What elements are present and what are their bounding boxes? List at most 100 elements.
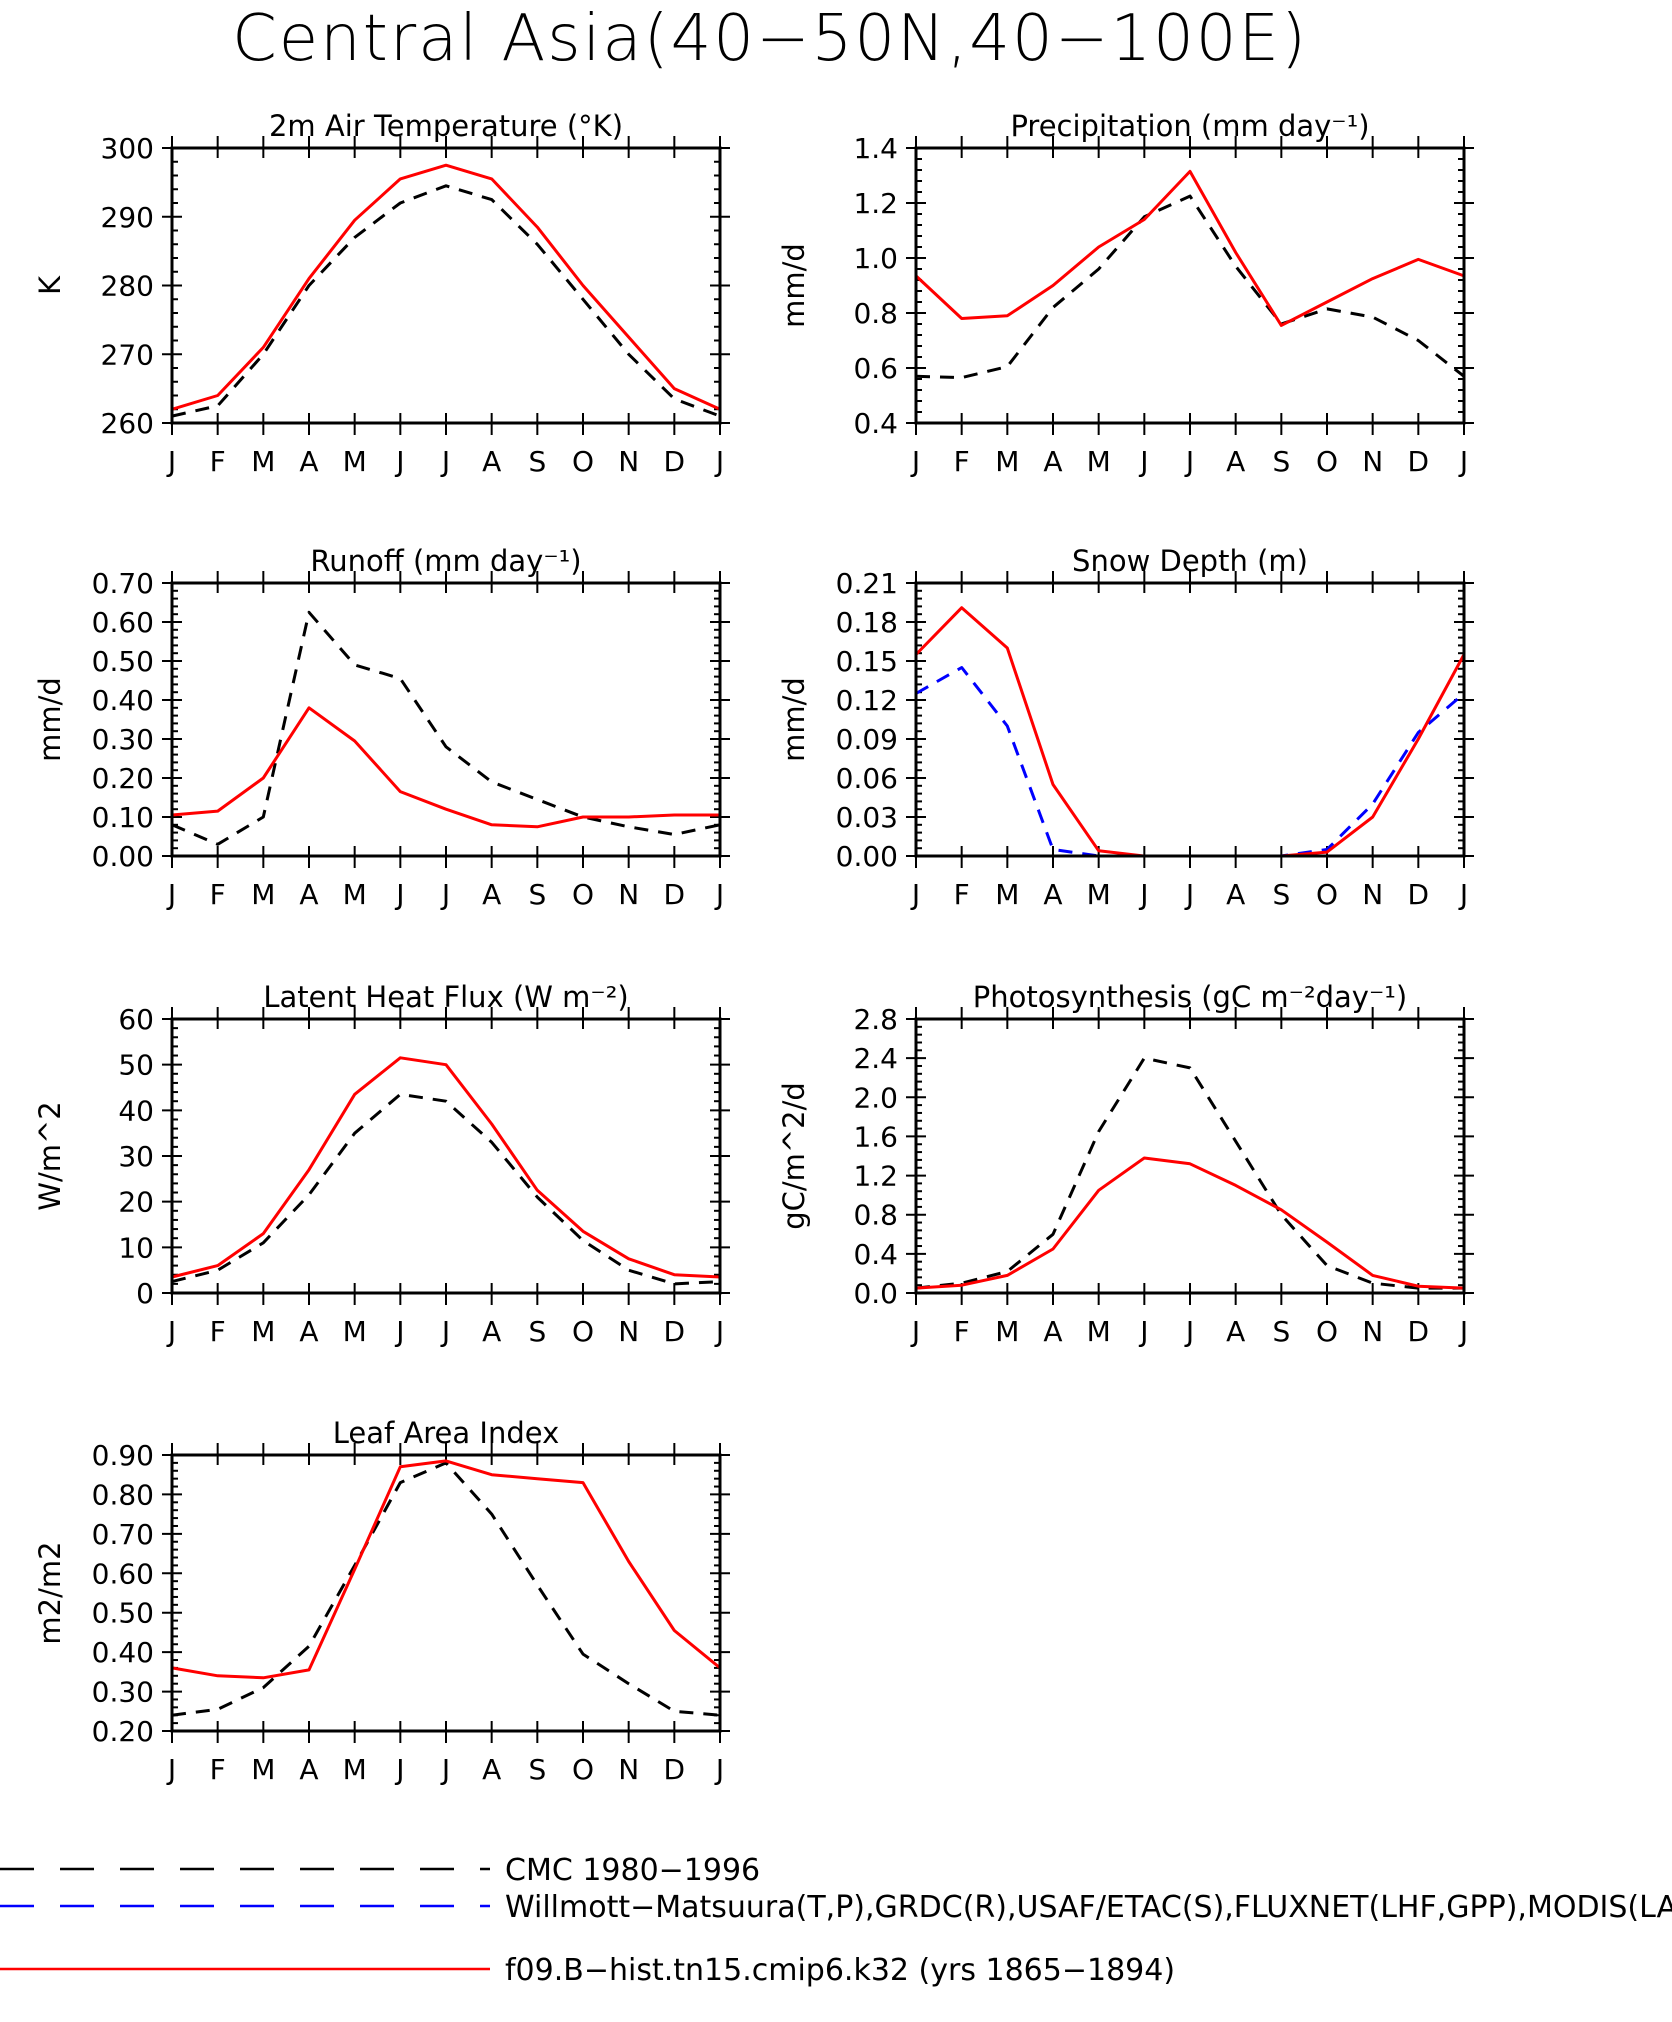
plot-frame — [170, 1017, 722, 1295]
y-tick-label: 2.8 — [853, 1003, 898, 1036]
x-tick-label: J — [394, 878, 404, 911]
x-tick-label: A — [1043, 1315, 1062, 1348]
y-tick-label: 0.30 — [92, 723, 154, 756]
y-tick-label: 0.70 — [92, 1518, 154, 1551]
y-tick-label: 0.30 — [92, 1676, 154, 1709]
x-tick-label: M — [343, 445, 367, 478]
x-tick-label: A — [482, 445, 501, 478]
x-tick-label: M — [995, 445, 1019, 478]
x-tick-label: A — [482, 1753, 501, 1786]
chart-panel-6: Photosynthesis (gC m⁻²day⁻¹)gC/m^2/d0.00… — [777, 980, 1474, 1348]
x-tick-label: J — [1458, 1315, 1468, 1348]
x-tick-label: N — [1362, 445, 1383, 478]
x-tick-label: F — [954, 445, 970, 478]
x-tick-label: M — [251, 1315, 275, 1348]
y-tick-label: 1.0 — [853, 242, 898, 275]
x-tick-label: A — [1226, 878, 1245, 911]
y-tick-label: 260 — [101, 407, 154, 440]
y-tick-label: 0.00 — [92, 840, 154, 873]
x-tick-label: J — [1458, 878, 1468, 911]
x-tick-label: J — [394, 1315, 404, 1348]
x-tick-label: N — [1362, 1315, 1383, 1348]
y-tick-label: 60 — [118, 1003, 154, 1036]
y-tick-label: 1.2 — [853, 1160, 898, 1193]
x-tick-label: A — [299, 445, 318, 478]
x-tick-label: A — [299, 1753, 318, 1786]
x-tick-label: M — [1087, 878, 1111, 911]
x-tick-label: J — [714, 445, 724, 478]
plot-frame — [170, 146, 722, 425]
x-tick-label: O — [572, 445, 594, 478]
y-tick-label: 0.12 — [836, 684, 898, 717]
x-tick-label: A — [299, 878, 318, 911]
y-tick-label: 0.09 — [836, 723, 898, 756]
y-axis-label: m2/m2 — [33, 1541, 67, 1644]
chart-panel-1: 2m Air Temperature (°K)K260270280290300J… — [33, 109, 730, 478]
y-tick-label: 0.6 — [853, 352, 898, 385]
x-tick-label: M — [343, 1315, 367, 1348]
y-tick-label: 10 — [118, 1231, 154, 1264]
x-tick-label: M — [251, 445, 275, 478]
legend-label-obs: Willmott−Matsuura(T,P),GRDC(R),USAF/ETAC… — [505, 1890, 1672, 1925]
y-tick-label: 0.50 — [92, 1597, 154, 1630]
x-tick-label: J — [1138, 1315, 1148, 1348]
x-tick-label: F — [954, 1315, 970, 1348]
x-tick-label: M — [1087, 1315, 1111, 1348]
x-tick-label: N — [618, 445, 639, 478]
series-line-cmc — [171, 1461, 721, 1717]
x-tick-label: N — [1362, 878, 1383, 911]
x-tick-label: F — [210, 445, 226, 478]
x-tick-label: J — [440, 1753, 450, 1786]
x-tick-label: A — [1226, 1315, 1245, 1348]
x-tick-label: J — [910, 1315, 920, 1348]
x-tick-label: J — [394, 445, 404, 478]
x-tick-label: D — [664, 1753, 686, 1786]
x-tick-label: A — [1043, 445, 1062, 478]
x-tick-label: A — [1226, 445, 1245, 478]
x-tick-label: S — [528, 445, 546, 478]
x-tick-label: J — [166, 878, 176, 911]
y-tick-label: 20 — [118, 1186, 154, 1219]
x-tick-label: O — [1316, 1315, 1338, 1348]
x-tick-label: J — [1138, 878, 1148, 911]
chart-panels: 2m Air Temperature (°K)K260270280290300J… — [33, 109, 1474, 1786]
chart-panel-4: Snow Depth (m)mm/d0.000.030.060.090.120.… — [777, 544, 1474, 911]
y-axis-label: gC/m^2/d — [777, 1082, 811, 1230]
x-tick-label: J — [1458, 445, 1468, 478]
y-axis-label: W/m^2 — [33, 1101, 67, 1210]
x-tick-label: D — [1408, 445, 1430, 478]
y-tick-label: 2.4 — [853, 1042, 898, 1075]
series-line-model — [914, 606, 1466, 858]
x-tick-label: J — [714, 1315, 724, 1348]
legend-label-model: f09.B−hist.tn15.cmip6.k32 (yrs 1865−1894… — [505, 1953, 1175, 1988]
plot-frame — [914, 581, 1466, 858]
x-tick-label: J — [910, 445, 920, 478]
x-tick-label: F — [954, 878, 970, 911]
y-tick-label: 270 — [101, 338, 154, 371]
x-tick-label: J — [440, 878, 450, 911]
page-title: Central Asia(40−50N,40−100E) — [232, 2, 1308, 76]
x-tick-label: S — [528, 1315, 546, 1348]
x-tick-label: F — [210, 1753, 226, 1786]
series-line-obs — [915, 666, 1465, 858]
y-tick-label: 1.4 — [853, 132, 898, 165]
x-tick-label: J — [1184, 878, 1194, 911]
y-tick-label: 0.15 — [836, 645, 898, 678]
y-tick-label: 280 — [101, 270, 154, 303]
y-tick-label: 2.0 — [853, 1081, 898, 1114]
x-tick-label: F — [210, 1315, 226, 1348]
y-tick-label: 0.60 — [92, 1557, 154, 1590]
series-line-cmc — [915, 1056, 1464, 1290]
y-tick-label: 0 — [136, 1277, 154, 1310]
y-tick-label: 300 — [101, 132, 154, 165]
y-tick-label: 0.60 — [92, 606, 154, 639]
x-tick-label: J — [166, 1753, 176, 1786]
plot-frame — [170, 1453, 722, 1733]
y-tick-label: 1.6 — [853, 1120, 898, 1153]
x-tick-label: J — [394, 1753, 404, 1786]
y-tick-label: 0.20 — [92, 1715, 154, 1748]
chart-panel-7: Leaf Area Indexm2/m20.200.300.400.500.60… — [33, 1416, 730, 1786]
y-axis-label: mm/d — [777, 243, 811, 328]
y-tick-label: 30 — [118, 1140, 154, 1173]
